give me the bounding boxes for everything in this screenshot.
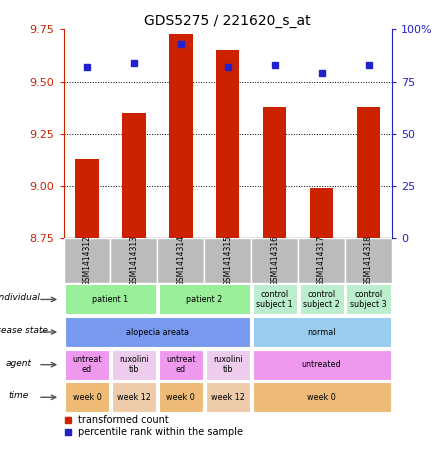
Bar <box>65 350 109 380</box>
Bar <box>345 238 392 283</box>
Bar <box>122 113 145 238</box>
Bar <box>112 382 156 412</box>
Bar <box>253 317 391 347</box>
Bar <box>159 284 250 314</box>
Bar <box>300 284 344 314</box>
Bar <box>159 350 203 380</box>
Text: GSM1414313: GSM1414313 <box>129 235 138 286</box>
Text: untreat
ed: untreat ed <box>166 355 196 374</box>
Text: patient 2: patient 2 <box>186 295 223 304</box>
Text: disease state: disease state <box>0 326 48 335</box>
Text: week 0: week 0 <box>307 393 336 402</box>
Bar <box>65 382 109 412</box>
Text: control
subject 3: control subject 3 <box>350 290 387 309</box>
Bar <box>263 106 286 238</box>
Bar <box>251 238 298 283</box>
Bar <box>253 382 391 412</box>
Bar <box>216 50 240 238</box>
Bar <box>169 34 193 238</box>
Text: untreated: untreated <box>302 360 342 369</box>
Text: patient 1: patient 1 <box>92 295 128 304</box>
Text: ruxolini
tib: ruxolini tib <box>119 355 149 374</box>
Bar <box>65 284 156 314</box>
Bar <box>206 350 250 380</box>
Text: ruxolini
tib: ruxolini tib <box>213 355 243 374</box>
Bar <box>65 317 250 347</box>
Text: GSM1414312: GSM1414312 <box>82 235 92 286</box>
Bar <box>112 350 156 380</box>
Text: transformed count: transformed count <box>78 415 169 425</box>
Text: alopecia areata: alopecia areata <box>126 328 189 337</box>
Text: GSM1414317: GSM1414317 <box>317 235 326 286</box>
Text: GSM1414316: GSM1414316 <box>270 235 279 286</box>
Text: GSM1414315: GSM1414315 <box>223 235 232 286</box>
Text: individual: individual <box>0 293 40 302</box>
Bar <box>298 238 345 283</box>
Text: time: time <box>8 391 28 400</box>
Text: GSM1414318: GSM1414318 <box>364 235 373 286</box>
Text: normal: normal <box>307 328 336 337</box>
Bar <box>157 238 204 283</box>
Bar <box>253 350 391 380</box>
Text: control
subject 2: control subject 2 <box>303 290 340 309</box>
Text: GSM1414314: GSM1414314 <box>177 235 185 286</box>
Text: agent: agent <box>5 358 32 367</box>
Bar <box>310 188 333 238</box>
Bar <box>159 382 203 412</box>
Bar <box>206 382 250 412</box>
Bar <box>253 284 297 314</box>
Text: untreat
ed: untreat ed <box>72 355 102 374</box>
Text: week 12: week 12 <box>117 393 151 402</box>
Text: control
subject 1: control subject 1 <box>256 290 293 309</box>
Text: week 0: week 0 <box>166 393 195 402</box>
Bar <box>110 238 157 283</box>
Bar <box>357 106 380 238</box>
Bar <box>64 238 110 283</box>
Title: GDS5275 / 221620_s_at: GDS5275 / 221620_s_at <box>145 14 311 29</box>
Text: percentile rank within the sample: percentile rank within the sample <box>78 427 243 437</box>
Bar <box>204 238 251 283</box>
Text: week 12: week 12 <box>211 393 245 402</box>
Bar <box>75 159 99 238</box>
Bar <box>346 284 391 314</box>
Text: week 0: week 0 <box>73 393 101 402</box>
